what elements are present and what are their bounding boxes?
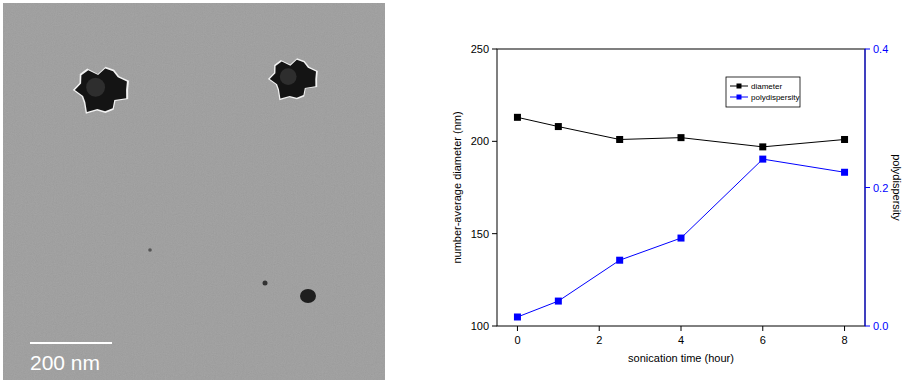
x-tick-label: 0 <box>514 334 520 346</box>
x-tick <box>517 326 518 331</box>
plot-frame <box>497 49 865 326</box>
plot-area <box>514 114 848 321</box>
speck <box>148 248 152 252</box>
data-point <box>616 257 623 264</box>
data-point <box>841 136 848 143</box>
scale-bar-label: 200 nm <box>30 351 100 374</box>
legend-marker <box>737 95 742 100</box>
y2-axis-title: polydispersity <box>891 154 903 221</box>
y-tick <box>492 233 497 234</box>
x-tick-label: 4 <box>678 334 684 346</box>
data-point <box>678 134 685 141</box>
y-axis-title: number-average diameter (nm) <box>451 111 463 263</box>
x-tick <box>762 326 763 331</box>
micrograph-noise <box>3 3 385 380</box>
y2-tick <box>865 187 870 188</box>
data-point <box>759 156 766 163</box>
y-tick <box>492 326 497 327</box>
y-tick-label: 150 <box>471 228 489 240</box>
legend: diameter polydispersity <box>726 77 800 107</box>
particle <box>75 68 127 112</box>
y-tick-label: 250 <box>471 43 489 55</box>
scale-bar <box>30 342 112 344</box>
y-tick <box>492 49 497 50</box>
speck <box>263 281 268 286</box>
y2-tick-label: 0.2 <box>873 182 888 194</box>
data-point <box>678 235 685 242</box>
x-axis-title: sonication time (hour) <box>628 352 734 364</box>
micrograph: 200 nm <box>3 3 385 380</box>
chart: 0 2 4 6 8 100 150 200 250 0.0 0.2 0.4 sonication tim… <box>451 43 903 364</box>
x-tick <box>681 326 682 331</box>
y2-tick <box>865 49 870 50</box>
particle <box>270 60 316 99</box>
y-tick <box>492 141 497 142</box>
particle-small <box>300 289 316 303</box>
page: 200 nm 0 2 4 6 8 100 150 200 250 0.0 0.2 0.4 sonicati… <box>0 0 909 383</box>
data-point <box>555 298 562 305</box>
particle-detail <box>86 78 105 97</box>
y2-tick-label: 0.4 <box>873 43 888 55</box>
x-tick <box>844 326 845 331</box>
data-point <box>841 169 848 176</box>
y2-tick-label: 0.0 <box>873 320 888 332</box>
legend-box <box>726 77 800 107</box>
data-point <box>759 143 766 150</box>
series-line <box>517 117 844 147</box>
data-point <box>616 136 623 143</box>
x-tick-label: 8 <box>841 334 847 346</box>
x-tick-label: 6 <box>760 334 766 346</box>
micrograph-background <box>3 3 385 380</box>
data-point <box>555 123 562 130</box>
y-tick-label: 100 <box>471 320 489 332</box>
legend-marker <box>737 84 742 89</box>
legend-label: polydispersity <box>751 93 799 102</box>
x-tick <box>599 326 600 331</box>
legend-label: diameter <box>751 82 782 91</box>
y-tick-label: 200 <box>471 135 489 147</box>
particle-halo <box>268 58 318 100</box>
x-tick-label: 2 <box>596 334 602 346</box>
data-point <box>514 313 521 320</box>
series-line <box>517 159 844 317</box>
particle-detail <box>280 68 297 85</box>
data-point <box>514 114 521 121</box>
y2-tick <box>865 326 870 327</box>
particle-halo <box>73 67 129 114</box>
